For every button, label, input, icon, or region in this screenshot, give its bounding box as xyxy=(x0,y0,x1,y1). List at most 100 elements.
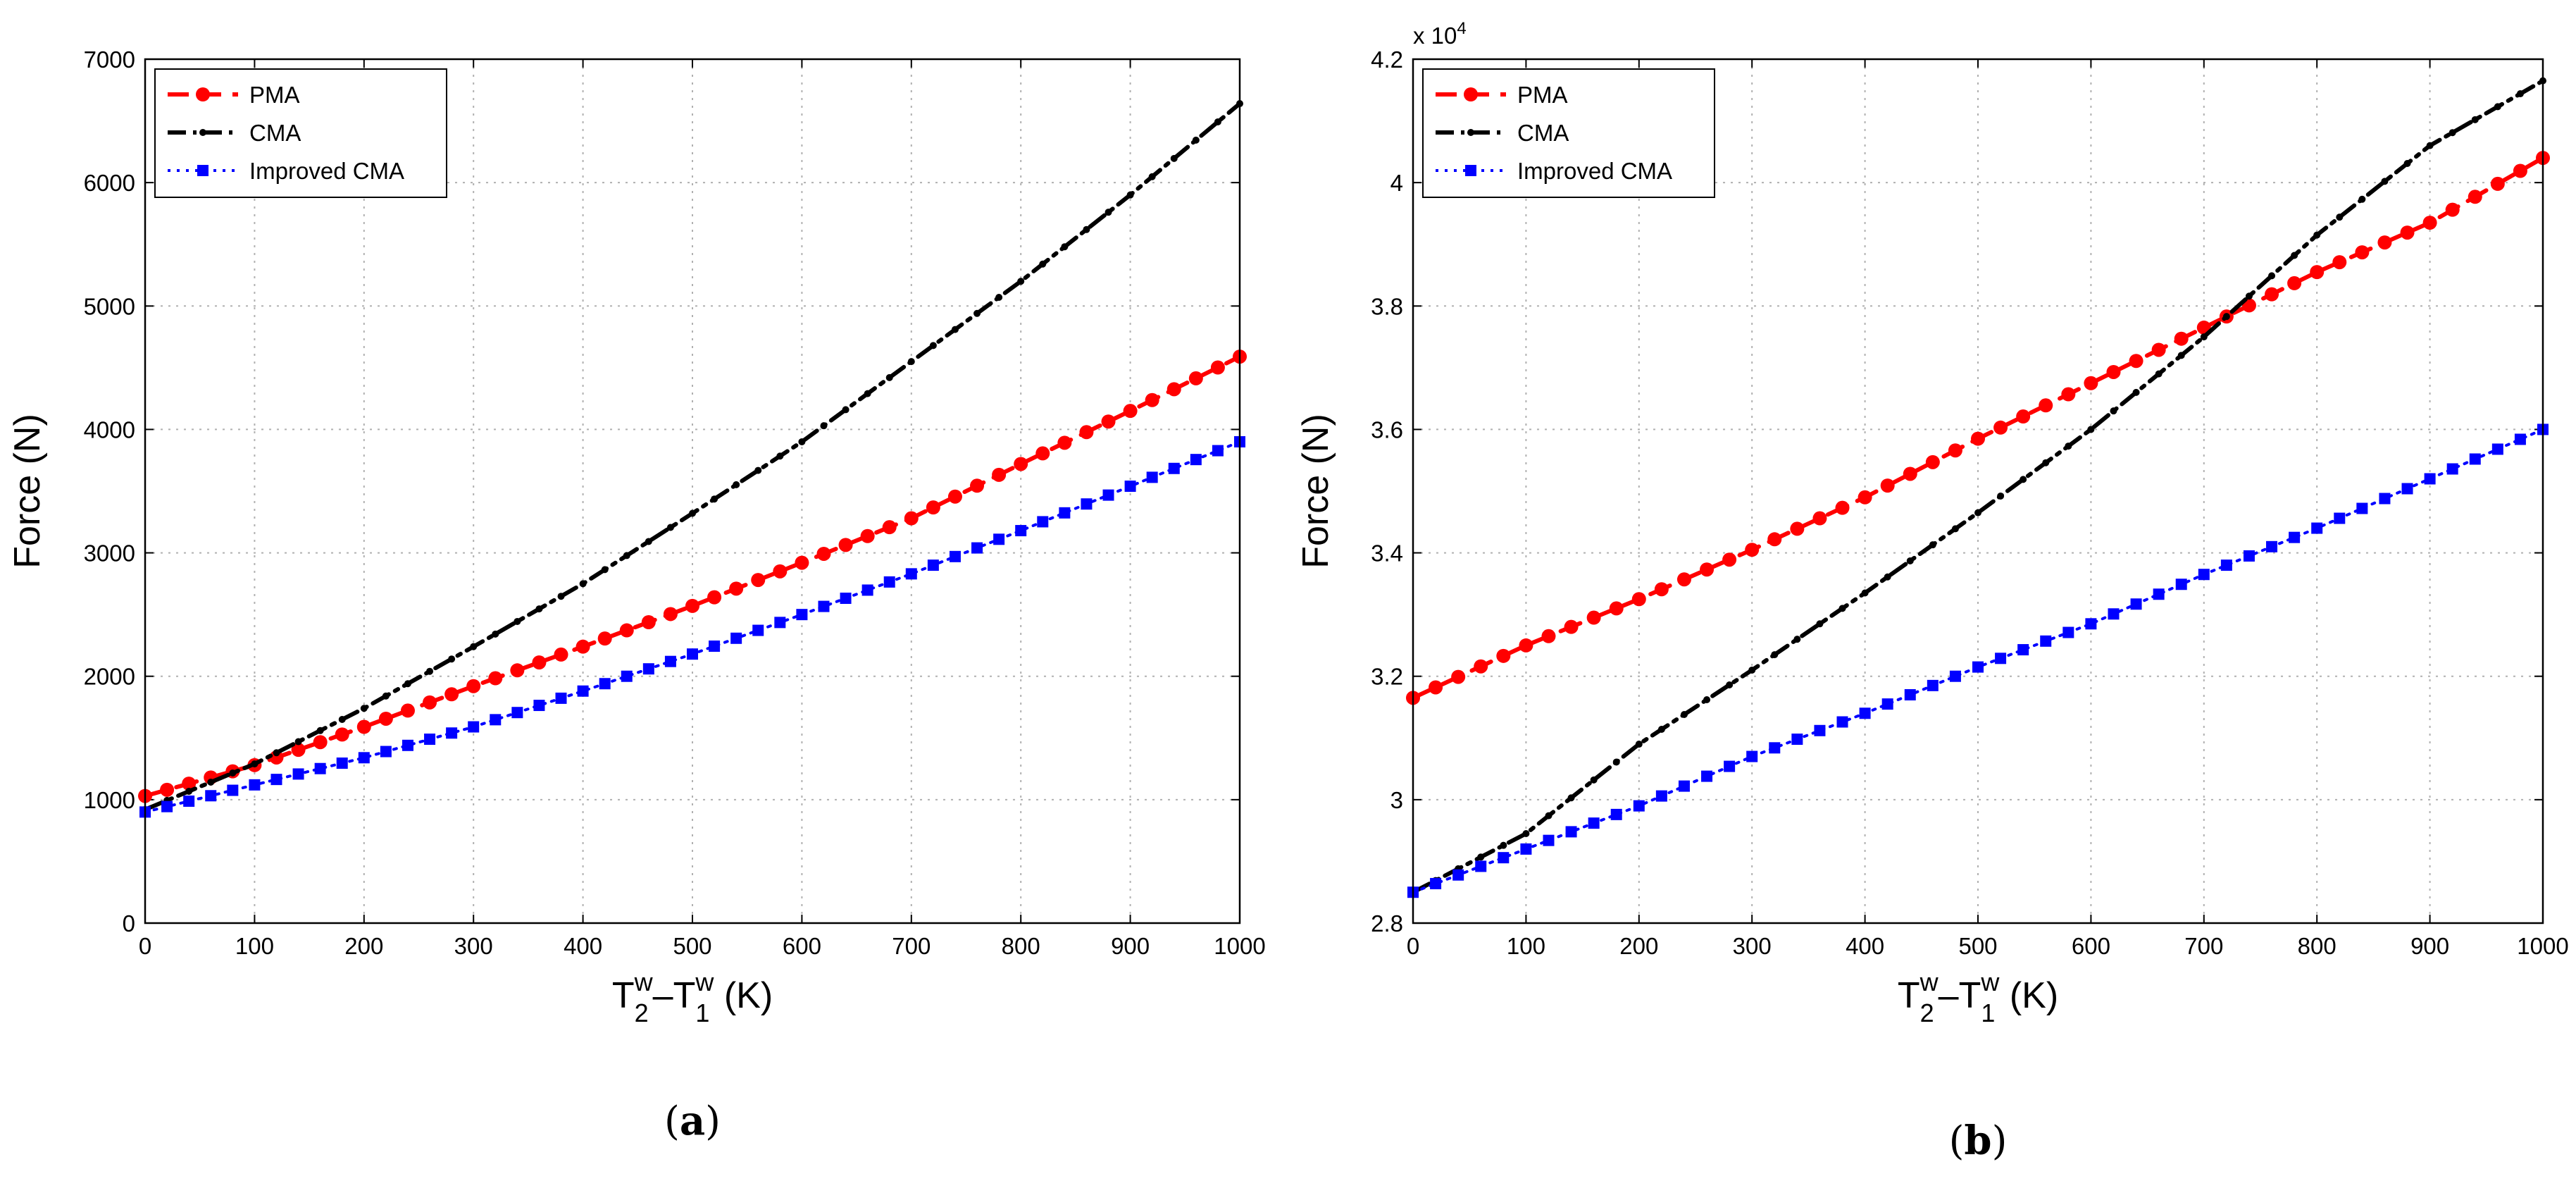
series-marker xyxy=(1543,834,1555,846)
series-marker xyxy=(1633,800,1645,812)
series-marker xyxy=(207,778,215,786)
series-cma xyxy=(1410,77,2546,896)
series-marker xyxy=(1631,592,1646,607)
series-marker xyxy=(1451,669,1466,684)
series-marker xyxy=(1995,653,2007,664)
x-axis-label-sup1: w xyxy=(634,967,654,996)
x-axis-label-base: T xyxy=(612,975,635,1016)
y-tick-label: 4.2 xyxy=(1371,47,1403,73)
series-marker xyxy=(2132,388,2140,396)
y-tick-label: 2000 xyxy=(84,664,135,690)
x-axis-label-mid: –T xyxy=(1939,975,1981,1016)
series-pma xyxy=(138,350,1247,803)
series-marker xyxy=(1520,843,1532,855)
y-tick-label: 6000 xyxy=(84,170,135,196)
series-marker xyxy=(709,640,721,652)
series-marker xyxy=(160,782,175,797)
series-marker xyxy=(927,559,939,571)
series-marker xyxy=(1123,404,1138,419)
series-marker xyxy=(599,678,611,690)
series-marker xyxy=(2110,407,2117,415)
legend-label: Improved CMA xyxy=(249,158,404,184)
series-marker xyxy=(754,466,762,474)
series-marker xyxy=(2220,559,2232,571)
series-marker xyxy=(313,735,328,750)
plot-area xyxy=(145,59,1240,923)
series-marker xyxy=(490,714,502,726)
series-marker xyxy=(2061,387,2076,402)
series-marker xyxy=(1858,490,1872,505)
series-marker xyxy=(2016,409,2031,424)
series-marker xyxy=(183,795,195,807)
series-marker xyxy=(597,631,612,646)
series-marker xyxy=(404,680,411,688)
series-marker xyxy=(2311,522,2323,534)
y-tick-label: 4 xyxy=(1390,170,1403,196)
series-marker xyxy=(2445,202,2460,217)
x-tick-label: 400 xyxy=(1846,933,1884,959)
series-pma xyxy=(1406,151,2550,705)
series-marker xyxy=(2356,502,2368,514)
legend-item: Improved CMA xyxy=(168,158,404,184)
axes-box xyxy=(1412,58,2544,925)
x-tick-label: 700 xyxy=(892,933,931,959)
series-marker xyxy=(2446,463,2458,475)
series-marker xyxy=(2222,313,2230,321)
series-marker xyxy=(1974,509,1981,517)
series-marker xyxy=(1586,610,1601,625)
x-tick-label: 0 xyxy=(139,933,151,959)
series-marker xyxy=(270,774,282,786)
series-marker xyxy=(2289,531,2301,543)
series-marker xyxy=(1655,790,1667,802)
series-marker xyxy=(645,538,652,545)
series-marker xyxy=(382,692,390,700)
x-axis-label-sub2: 1 xyxy=(695,998,709,1027)
panel-label: (a) xyxy=(664,1098,721,1144)
series-marker xyxy=(1812,511,1827,526)
series-marker xyxy=(356,719,371,734)
series-marker xyxy=(995,294,1003,302)
panel-label-close: ) xyxy=(1992,1118,2008,1164)
series-marker xyxy=(970,478,985,493)
series-marker xyxy=(2513,163,2527,178)
series-marker xyxy=(205,790,217,802)
x-axis-label: T2w–T1w (K) xyxy=(1898,967,2058,1027)
y-tick-label: 3.4 xyxy=(1371,540,1403,567)
y-tick-label: 7000 xyxy=(84,47,135,73)
series-marker xyxy=(448,655,456,663)
x-tick-label: 800 xyxy=(1002,933,1040,959)
series-marker xyxy=(2200,333,2208,341)
series-cma xyxy=(142,100,1243,813)
series-marker xyxy=(773,564,788,579)
series-marker xyxy=(249,779,261,791)
series-marker xyxy=(2268,272,2276,280)
series-marker xyxy=(1500,841,1507,849)
series-marker xyxy=(818,600,830,612)
x-tick-label: 1000 xyxy=(1214,933,1265,959)
series-marker xyxy=(229,769,237,777)
series-marker xyxy=(1971,431,1985,446)
series-marker xyxy=(1430,877,1442,889)
series-marker xyxy=(378,711,393,726)
series-marker xyxy=(947,489,962,504)
series-marker xyxy=(1452,869,1464,881)
y-tick-label: 3.2 xyxy=(1371,664,1403,690)
y-tick-label: 0 xyxy=(123,910,135,936)
series-marker xyxy=(1429,680,1443,695)
series-marker xyxy=(1145,392,1159,407)
series-marker xyxy=(1210,360,1225,375)
series-marker xyxy=(2313,231,2321,239)
x-axis-label-sub1: 2 xyxy=(1920,998,1934,1027)
series-marker xyxy=(1190,454,1202,466)
legend-item: CMA xyxy=(168,120,301,146)
series-marker xyxy=(1745,543,1760,557)
series-marker xyxy=(1567,794,1575,802)
legend-label: CMA xyxy=(249,120,301,146)
series-marker xyxy=(2291,252,2298,259)
series-marker xyxy=(1904,688,1916,700)
x-tick-label: 800 xyxy=(2298,933,2337,959)
x-tick-label: 900 xyxy=(2410,933,2449,959)
series-marker xyxy=(2358,195,2366,203)
series-marker xyxy=(816,546,831,561)
series-marker xyxy=(951,326,959,333)
